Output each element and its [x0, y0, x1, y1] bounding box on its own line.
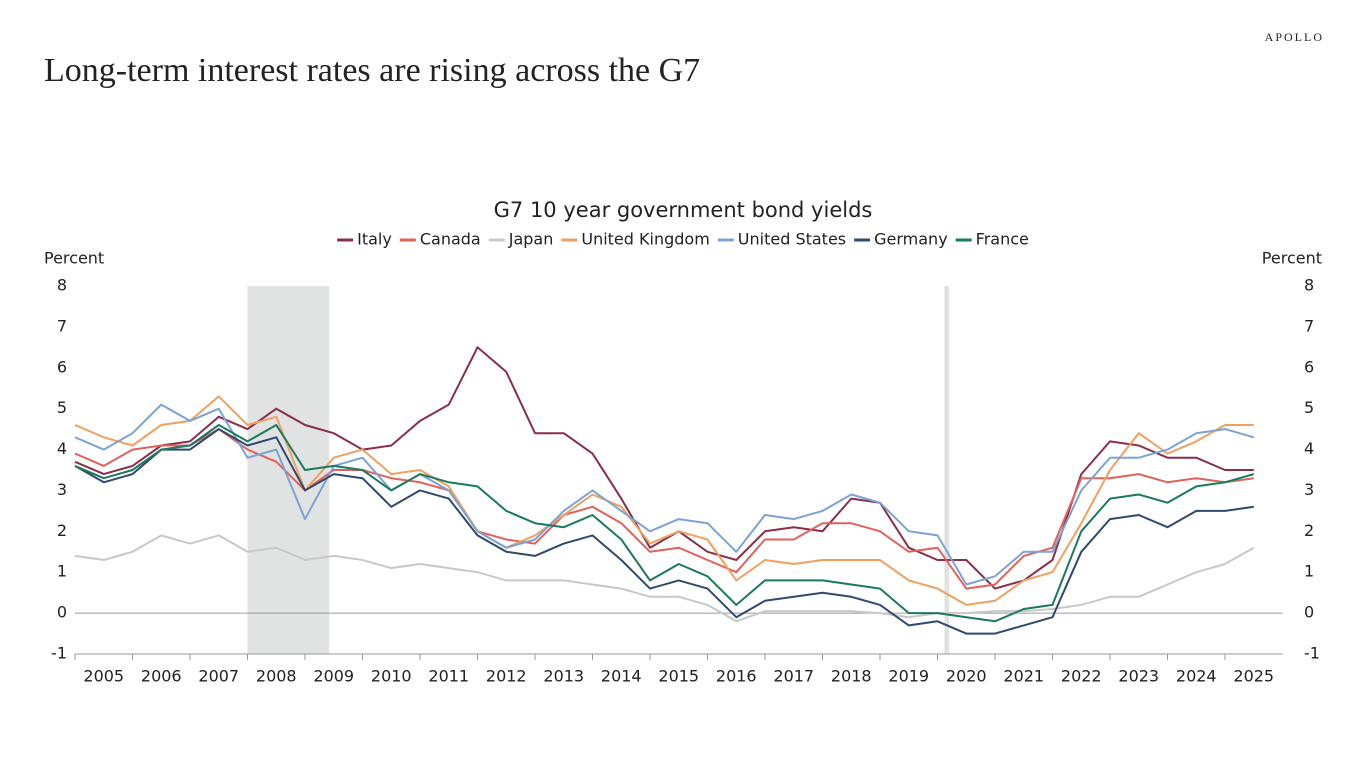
y-axis-label: Percent: [44, 249, 104, 268]
legend-label: United States: [738, 230, 846, 249]
y-tick-label: 4: [57, 439, 67, 458]
series-line: [74, 428, 1254, 590]
x-tick-label: 2020: [946, 667, 987, 686]
series-line: [74, 424, 1255, 623]
y2-tick-label: 4: [1304, 439, 1314, 458]
y-tick-label: -1: [51, 644, 67, 663]
y-tick-label: 0: [57, 603, 67, 622]
x-tick-label: 2019: [888, 667, 929, 686]
y2-tick-label: -1: [1304, 644, 1320, 663]
x-tick-label: 2014: [601, 667, 642, 686]
legend-label: France: [976, 230, 1029, 249]
y2-axis-label: Percent: [1262, 249, 1322, 268]
y-tick-label: 2: [57, 521, 67, 540]
x-tick-label: 2012: [486, 667, 527, 686]
x-tick-label: 2013: [543, 667, 584, 686]
legend: Italy Canada Japan United Kingdom United Sta…: [337, 230, 1029, 249]
x-tick-label: 2007: [198, 667, 239, 686]
x-tick-label: 2022: [1061, 667, 1102, 686]
y-tick-label: 3: [57, 480, 67, 499]
series-line: [74, 403, 1255, 586]
x-tick-label: 2017: [773, 667, 814, 686]
x-tick-label: 2015: [658, 667, 699, 686]
legend-label: Japan: [508, 230, 554, 249]
x-tick-label: 2016: [716, 667, 757, 686]
x-tick-label: 2010: [371, 667, 412, 686]
y-tick-label: 1: [57, 562, 67, 581]
legend-label: Italy: [357, 230, 392, 249]
y-tick-label: 6: [57, 357, 67, 376]
headline: Long-term interest rates are rising acro…: [44, 52, 700, 89]
x-tick-label: 2023: [1118, 667, 1159, 686]
legend-label: Canada: [420, 230, 481, 249]
x-tick-label: 2021: [1003, 667, 1044, 686]
x-tick-label: 2005: [83, 667, 124, 686]
x-tick-label: 2006: [141, 667, 182, 686]
y2-tick-label: 3: [1304, 480, 1314, 499]
series-line: [74, 428, 1254, 635]
y-tick-label: 5: [57, 398, 67, 417]
recession-band: [247, 286, 330, 654]
legend-label: Germany: [874, 230, 948, 249]
x-tick-label: 2024: [1176, 667, 1217, 686]
x-tick-label: 2011: [428, 667, 469, 686]
brand: APOLLO: [1265, 30, 1324, 44]
x-tick-label: 2018: [831, 667, 872, 686]
y2-tick-label: 0: [1304, 603, 1314, 622]
y2-tick-label: 1: [1304, 562, 1314, 581]
series-line: [74, 346, 1254, 590]
y-tick-label: 8: [57, 276, 67, 295]
y2-tick-label: 2: [1304, 521, 1314, 540]
legend-label: United Kingdom: [581, 230, 709, 249]
y2-tick-label: 7: [1304, 316, 1314, 335]
x-tick-label: 2008: [256, 667, 297, 686]
x-tick-label: 2009: [313, 667, 354, 686]
y2-tick-label: 8: [1304, 276, 1314, 295]
y2-tick-label: 6: [1304, 357, 1314, 376]
recession-band: [944, 286, 949, 654]
series-line: [74, 395, 1254, 606]
y2-tick-label: 5: [1304, 398, 1314, 417]
chart-title: G7 10 year government bond yields: [494, 198, 873, 222]
y-tick-label: 7: [57, 316, 67, 335]
x-tick-label: 2025: [1233, 667, 1274, 686]
